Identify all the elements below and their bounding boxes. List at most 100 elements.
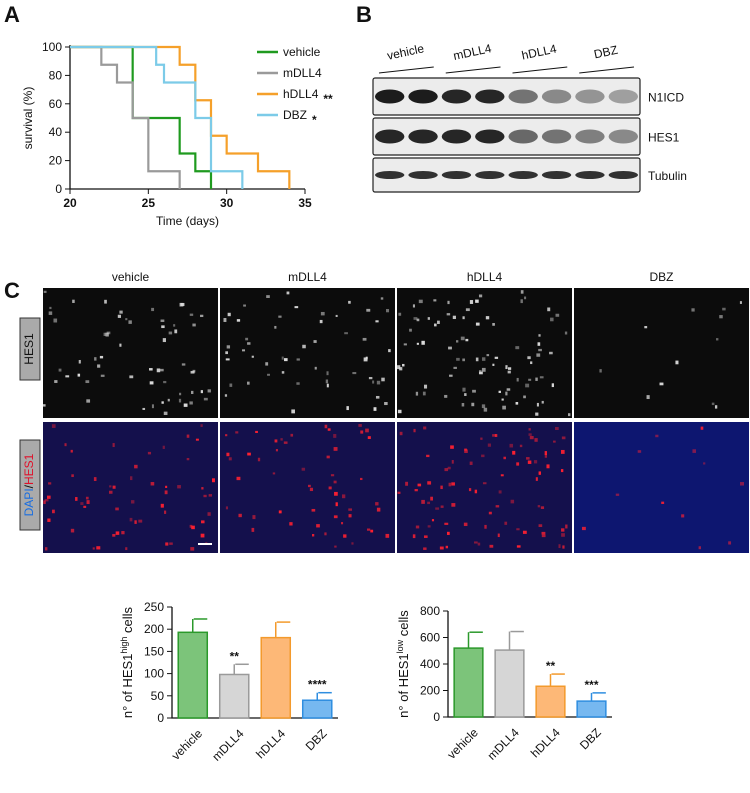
cell — [375, 320, 379, 323]
cell — [99, 355, 104, 359]
cell — [453, 366, 457, 369]
x-axis-label: Time (days) — [156, 214, 219, 228]
cell — [44, 547, 48, 551]
cell — [165, 485, 168, 488]
bar — [177, 631, 209, 719]
x-tick-label: DBZ — [303, 726, 330, 753]
cell — [541, 400, 544, 404]
cell — [207, 512, 211, 516]
cell — [462, 316, 465, 320]
cell — [479, 371, 483, 375]
cell — [162, 445, 165, 449]
cell — [463, 522, 468, 527]
cell — [398, 312, 402, 316]
cell — [251, 355, 254, 358]
bar — [535, 685, 566, 718]
panel-label: A — [4, 2, 20, 27]
cell — [451, 503, 456, 507]
cell — [447, 300, 450, 305]
cell — [423, 535, 428, 538]
cell — [181, 363, 186, 366]
cell — [465, 338, 469, 342]
cell — [307, 484, 311, 488]
cell — [341, 522, 344, 525]
cell — [464, 449, 468, 453]
cell — [418, 299, 423, 304]
cell — [160, 319, 165, 322]
cell — [481, 404, 486, 409]
cell — [492, 434, 496, 437]
group-underline — [579, 66, 635, 74]
blot-row-label: HES1 — [648, 131, 680, 145]
cell — [119, 310, 123, 314]
cell — [165, 542, 169, 546]
cell — [520, 290, 524, 294]
y-axis-label: n° of HES1low cells — [395, 610, 411, 718]
cell — [117, 314, 122, 318]
significance: * — [312, 113, 317, 127]
cell — [163, 380, 167, 384]
band — [608, 171, 638, 179]
cell — [560, 469, 564, 473]
cell — [358, 424, 362, 427]
cell — [431, 519, 435, 522]
cell — [247, 342, 251, 345]
band — [608, 89, 638, 104]
cell — [251, 527, 255, 532]
cell — [535, 412, 539, 416]
cell — [226, 345, 231, 349]
cell — [740, 482, 744, 486]
cell — [550, 317, 554, 322]
cell — [581, 526, 586, 531]
cell — [481, 357, 486, 361]
y-axis-label-part: high — [119, 637, 129, 654]
cell — [311, 534, 315, 537]
cell — [330, 474, 335, 477]
cell — [334, 545, 337, 548]
band — [475, 171, 505, 179]
y-axis-label-part: cells — [396, 610, 411, 640]
cell — [376, 507, 381, 512]
y-axis-label: survival (%) — [21, 87, 35, 150]
survival-curve — [70, 45, 213, 189]
y-tick-label: 150 — [144, 644, 164, 658]
cell — [536, 402, 539, 407]
cell — [265, 362, 269, 366]
cell — [105, 332, 109, 337]
cell — [224, 394, 228, 397]
cell — [281, 356, 284, 360]
bar — [260, 636, 292, 719]
row-label-part: HES1 — [22, 453, 36, 485]
cell — [526, 457, 530, 460]
cell — [413, 428, 416, 433]
cell — [397, 491, 401, 494]
group-underline — [445, 66, 501, 74]
cell — [661, 501, 665, 504]
cell — [505, 365, 508, 370]
column-label: vehicle — [112, 270, 150, 284]
cell — [208, 494, 213, 497]
cell — [659, 382, 664, 386]
cell — [80, 502, 84, 506]
cell — [739, 301, 742, 304]
cell — [498, 390, 501, 393]
cell — [281, 371, 285, 374]
cell — [186, 457, 190, 461]
cell — [291, 409, 295, 414]
cell — [461, 402, 465, 407]
cell — [533, 460, 538, 464]
cell — [156, 368, 161, 373]
cell — [94, 357, 97, 361]
cell — [547, 307, 551, 312]
cell — [397, 365, 401, 370]
cell — [416, 318, 420, 322]
cell — [558, 544, 561, 549]
cell — [416, 342, 419, 345]
cell — [125, 318, 128, 321]
cell — [403, 343, 407, 346]
y-axis-label-part: n° of HES1 — [120, 654, 135, 718]
cell — [520, 299, 523, 304]
cell — [646, 395, 650, 400]
cell — [162, 338, 166, 343]
